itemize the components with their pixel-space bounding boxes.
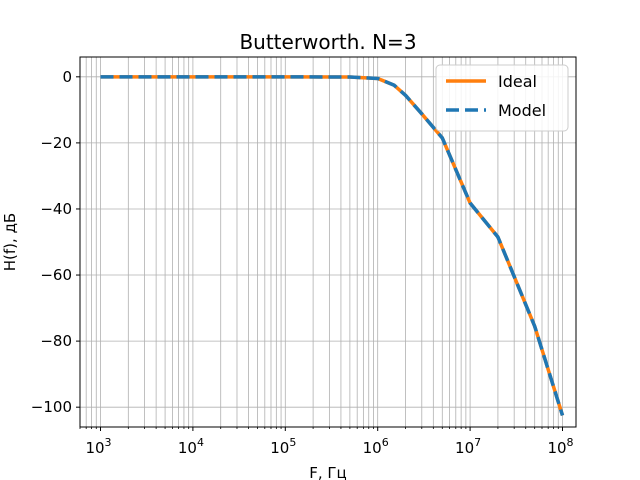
chart-title: Butterworth. N=3 [239,30,416,54]
x-tick-base: 10 [455,439,474,457]
x-tick-label: 105 [270,436,296,457]
x-tick-base: 10 [363,439,382,457]
x-tick-base: 10 [547,439,566,457]
x-tick-label: 103 [85,436,111,457]
x-tick-label: 107 [455,436,481,457]
x-tick-exponent: 8 [567,436,574,449]
legend-label-model: Model [498,101,546,120]
x-tick-exponent: 6 [382,436,389,449]
x-tick-exponent: 4 [197,436,204,449]
x-tick-exponent: 3 [105,436,112,449]
y-tick-label: 0 [62,68,72,86]
x-tick-base: 10 [85,439,104,457]
x-tick-base: 10 [270,439,289,457]
x-axis-ticks: 103 104 105 106 107 108 [79,427,574,457]
x-tick-label: 108 [547,436,573,457]
minor-gridlines [79,57,559,427]
x-tick-exponent: 5 [289,436,296,449]
y-tick-label: −20 [40,134,72,152]
y-tick-label: −40 [40,200,72,218]
x-axis-label: F, Гц [309,464,347,480]
series-layer [100,75,565,416]
x-tick-base: 10 [178,439,197,457]
legend: Ideal Model [435,64,569,132]
x-tick-label: 104 [178,436,204,457]
y-tick-label: −80 [40,332,72,350]
y-axis-ticks: 0 −20 −40 −60 −80 −100 [31,68,80,416]
y-tick-label: −100 [31,398,72,416]
x-tick-label: 106 [363,436,389,457]
y-axis-label: H(f), дБ [1,213,19,271]
axes-frame [79,56,577,428]
series-line-model [100,75,565,416]
x-tick-exponent: 7 [474,436,481,449]
legend-label-ideal: Ideal [498,72,537,91]
y-tick-label: −60 [40,266,72,284]
